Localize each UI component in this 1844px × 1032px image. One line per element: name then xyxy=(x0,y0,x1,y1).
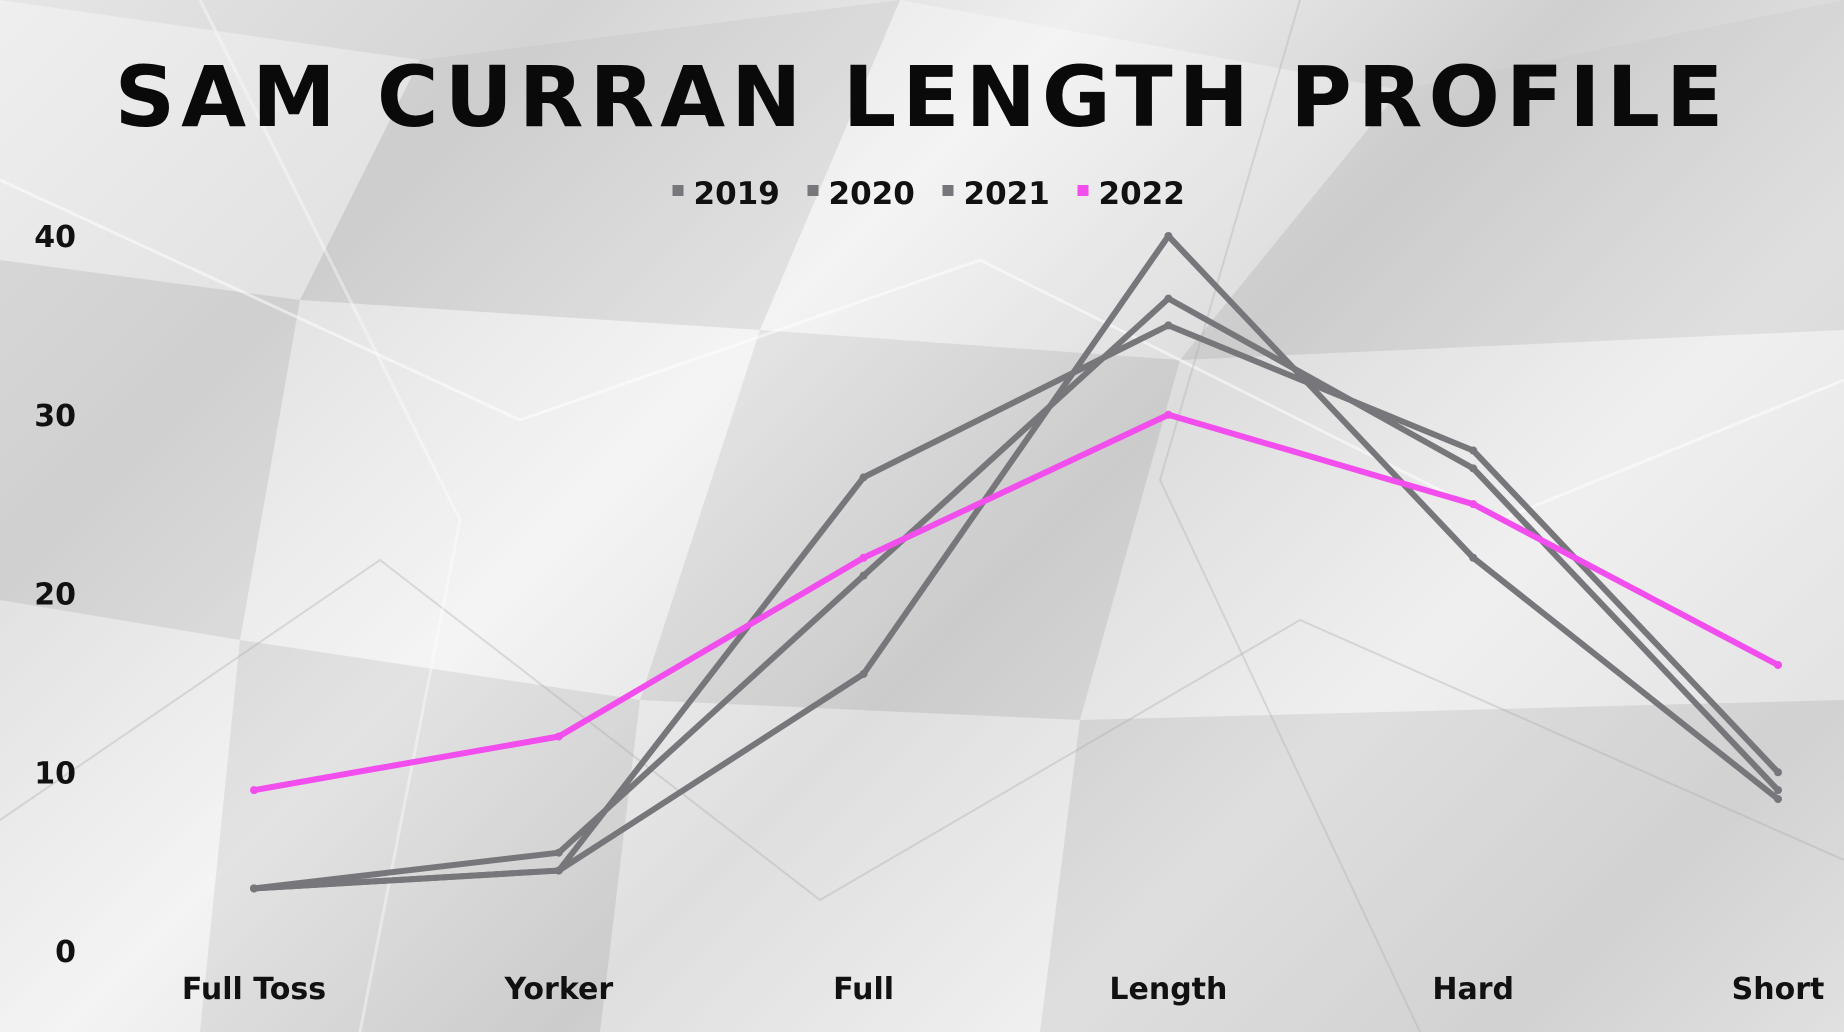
data-point-2022 xyxy=(1469,500,1478,509)
legend-swatch xyxy=(672,185,684,196)
x-tick-label: Short xyxy=(1732,972,1825,1007)
y-tick-label: 30 xyxy=(34,399,76,434)
series-lines xyxy=(250,232,1782,893)
y-tick-label: 10 xyxy=(34,756,76,791)
x-axis-ticks: Full Toss Yorker Full Length Hard Short xyxy=(182,972,1824,1007)
series-line-2019 xyxy=(251,233,1781,892)
x-tick-label: Full Toss xyxy=(182,972,326,1007)
data-point-2020 xyxy=(1469,464,1478,473)
y-tick-label: 0 xyxy=(55,935,76,970)
data-point-2020 xyxy=(1774,786,1782,795)
data-point-2021 xyxy=(250,884,258,893)
legend-item-2021: 2021 xyxy=(942,176,1050,212)
series-line-2020 xyxy=(251,295,1781,892)
data-point-2021 xyxy=(1164,321,1173,330)
data-point-2022 xyxy=(554,732,563,741)
data-point-2022 xyxy=(1164,410,1173,419)
data-point-2021 xyxy=(554,866,563,875)
legend-label: 2021 xyxy=(964,176,1050,212)
data-point-2021 xyxy=(1469,446,1478,455)
legend-item-2019: 2019 xyxy=(672,176,780,212)
data-point-2019 xyxy=(859,669,868,678)
series-line-2021 xyxy=(251,322,1781,892)
series-line-2022 xyxy=(251,411,1781,794)
data-point-2019 xyxy=(1774,795,1782,804)
data-point-2021 xyxy=(1774,768,1782,777)
y-axis-ticks: 0 10 20 30 40 xyxy=(34,220,76,970)
x-tick-label: Length xyxy=(1109,972,1227,1007)
y-tick-label: 40 xyxy=(34,220,76,255)
legend-item-2022: 2022 xyxy=(1077,176,1185,212)
legend-swatch xyxy=(942,185,954,196)
legend-swatch xyxy=(807,185,819,196)
legend-label: 2022 xyxy=(1099,176,1185,212)
data-point-2019 xyxy=(1469,553,1478,562)
data-point-2022 xyxy=(1774,661,1782,669)
legend: 2019 2020 2021 2022 xyxy=(672,176,1185,212)
data-point-2020 xyxy=(554,848,563,857)
data-point-2022 xyxy=(250,786,258,795)
data-point-2022 xyxy=(859,553,868,562)
data-point-2020 xyxy=(1164,294,1173,303)
x-tick-label: Hard xyxy=(1432,972,1514,1007)
legend-swatch xyxy=(1077,185,1089,196)
y-tick-label: 20 xyxy=(34,578,76,613)
data-point-2019 xyxy=(1164,232,1173,240)
legend-item-2020: 2020 xyxy=(807,176,915,212)
data-point-2021 xyxy=(859,473,868,482)
legend-label: 2020 xyxy=(829,176,915,212)
x-tick-label: Yorker xyxy=(503,972,613,1007)
chart-title: SAM CURRAN LENGTH PROFILE xyxy=(115,48,1730,146)
x-tick-label: Full xyxy=(833,972,894,1007)
data-point-2020 xyxy=(859,571,868,580)
legend-label: 2019 xyxy=(694,176,780,212)
